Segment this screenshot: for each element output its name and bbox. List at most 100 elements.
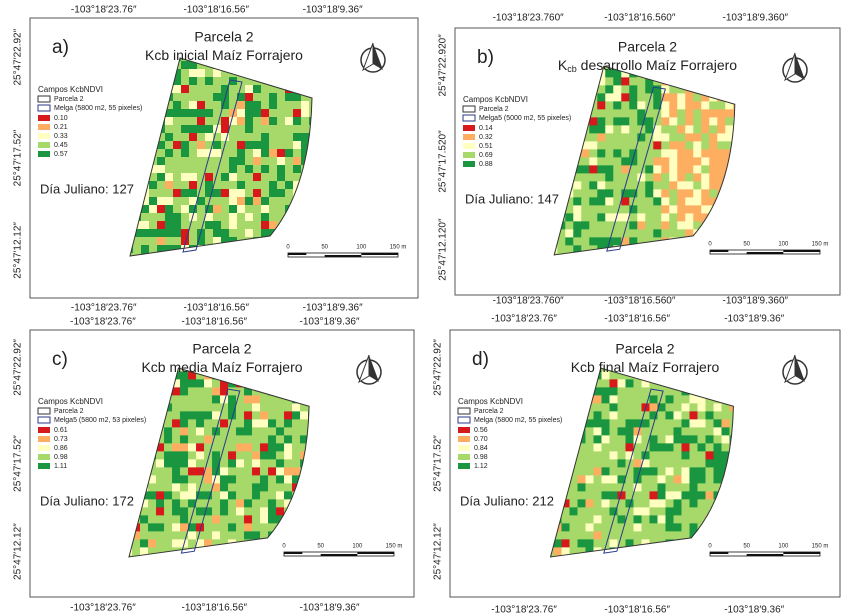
raster-cell (657, 523, 666, 532)
raster-cell (292, 475, 301, 484)
raster-cell (149, 181, 158, 190)
raster-cell (629, 117, 638, 126)
raster-cell (212, 403, 221, 412)
raster-cell (188, 371, 197, 380)
raster-cell (577, 499, 586, 508)
raster-cell (205, 125, 214, 134)
top-coordinate: -103°18′23.76″ (71, 5, 137, 16)
raster-cell (269, 189, 278, 198)
raster-cell (261, 117, 270, 126)
raster-cell (148, 467, 157, 476)
raster-cell (260, 419, 269, 428)
raster-cell (625, 483, 634, 492)
raster-cell (213, 133, 222, 142)
raster-cell (173, 101, 182, 110)
raster-cell (593, 451, 602, 460)
raster-cell (237, 141, 246, 150)
raster-cell (157, 157, 166, 166)
raster-cell (573, 197, 582, 206)
raster-cell (721, 419, 730, 428)
panel-heading: Parcela 2 (192, 341, 251, 357)
raster-cell (617, 523, 626, 532)
raster-cell (645, 77, 654, 86)
raster-cell (277, 109, 286, 118)
raster-cell (649, 507, 658, 516)
raster-cell (269, 181, 278, 190)
raster-cell (613, 69, 622, 78)
raster-cell (569, 483, 578, 492)
top-coordinate: -103°18′9.36″ (724, 314, 784, 325)
raster-cell (277, 101, 286, 110)
raster-cell (685, 125, 694, 134)
raster-cell (665, 459, 674, 468)
raster-cell (661, 117, 670, 126)
raster-cell (713, 459, 722, 468)
raster-cell (221, 69, 230, 78)
raster-cell (292, 419, 301, 428)
raster-cell (164, 467, 173, 476)
raster-cell (196, 523, 205, 532)
raster-cell (657, 443, 666, 452)
raster-cell (601, 531, 610, 540)
panel-heading: Parcela 2 (194, 29, 253, 45)
raster-cell (653, 221, 662, 230)
raster-cell (197, 229, 206, 238)
raster-cell (220, 403, 229, 412)
raster-cell (569, 491, 578, 500)
raster-cell (196, 467, 205, 476)
scale-bar-seg (746, 252, 784, 254)
raster-cell (237, 117, 246, 126)
raster-cell (661, 157, 670, 166)
raster-cell (637, 165, 646, 174)
raster-cell (637, 109, 646, 118)
raster-cell (605, 117, 614, 126)
raster-cell (597, 93, 606, 102)
raster-cell (285, 141, 294, 150)
raster-cell (188, 387, 197, 396)
raster-cell (669, 133, 678, 142)
raster-cell (569, 515, 578, 524)
raster-cell (164, 483, 173, 492)
raster-cell (613, 141, 622, 150)
raster-cell (205, 229, 214, 238)
raster-cell (585, 419, 594, 428)
raster-cell (213, 213, 222, 222)
raster-cell (284, 443, 293, 452)
raster-cell (613, 197, 622, 206)
raster-cell (681, 491, 690, 500)
raster-cell (220, 411, 229, 420)
left-coordinate: 25°47′17.520″ (438, 130, 449, 193)
raster-cell (301, 109, 310, 118)
raster-cell (260, 443, 269, 452)
raster-cell (293, 165, 302, 174)
raster-cell (172, 523, 181, 532)
legend-entry: Melga (5800 m2, 55 pixeles) (54, 105, 142, 112)
raster-cell (689, 395, 698, 404)
raster-cell (173, 125, 182, 134)
raster-cell (157, 213, 166, 222)
raster-cell (180, 459, 189, 468)
scale-bar-seg (361, 253, 398, 255)
raster-cell (609, 387, 618, 396)
raster-cell (277, 189, 286, 198)
raster-cell (284, 411, 293, 420)
raster-cell (701, 109, 710, 118)
raster-cell (605, 69, 614, 78)
raster-cell (244, 483, 253, 492)
raster-cell (685, 205, 694, 214)
left-coordinate: 25°47′12.120″ (438, 218, 449, 281)
raster-cell (561, 531, 570, 540)
raster-cell (705, 403, 714, 412)
raster-cell (221, 117, 230, 126)
scale-label: 100 (778, 242, 789, 248)
panel-label: a) (52, 37, 69, 58)
raster-cell (172, 411, 181, 420)
raster-cell (189, 85, 198, 94)
raster-cell (701, 173, 710, 182)
raster-cell (653, 173, 662, 182)
raster-cell (268, 443, 277, 452)
raster-cell (157, 181, 166, 190)
raster-cell (189, 149, 198, 158)
raster-cell (236, 451, 245, 460)
legend-value: 0.32 (479, 134, 493, 141)
